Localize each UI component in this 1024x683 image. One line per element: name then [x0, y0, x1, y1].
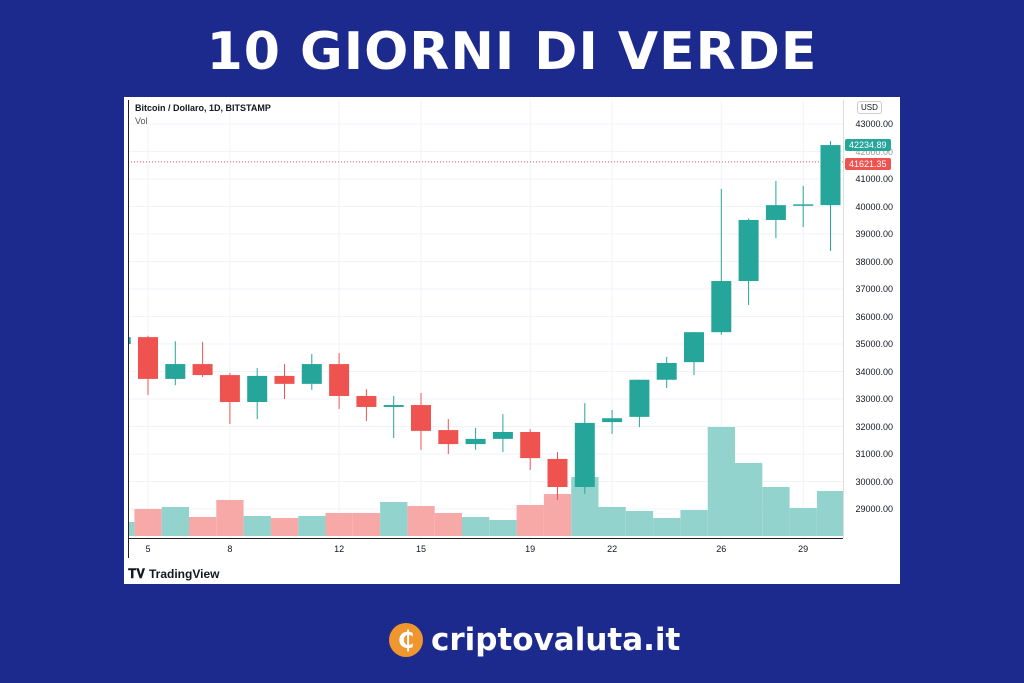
price-tick-label: 37000.00: [855, 284, 893, 294]
brand-logo: ₵ criptovaluta.it: [389, 622, 680, 658]
tradingview-label: TradingView: [149, 567, 220, 581]
brand-name: criptovaluta.it: [431, 622, 681, 658]
candle-body: [356, 395, 377, 407]
candle-body: [219, 375, 240, 403]
volume-bar: [161, 507, 189, 536]
candle-body: [492, 432, 513, 439]
volume-bar: [407, 506, 435, 536]
volume-bar: [680, 510, 708, 536]
candle-body: [574, 422, 595, 487]
candle-body: [138, 337, 158, 379]
symbol-title[interactable]: Bitcoin / Dollaro, 1D, BITSTAMP: [135, 103, 271, 113]
candle-body: [820, 145, 841, 206]
volume-bar: [516, 505, 544, 536]
page-title: 10 GIORNI DI VERDE: [206, 22, 818, 82]
price-line-tag: 41621.35: [845, 157, 891, 170]
candle-body: [629, 379, 650, 417]
volume-bar: [816, 491, 843, 536]
candle-body: [765, 205, 786, 220]
price-tick-label: 42000.00: [855, 146, 893, 157]
candle-body: [274, 375, 295, 384]
date-tick-label: 15: [415, 544, 427, 554]
candle-body: [738, 219, 759, 282]
volume-label[interactable]: Vol: [135, 116, 148, 126]
bitcoin-coin-icon: ₵: [389, 623, 423, 657]
volume-bar: [434, 513, 462, 536]
candle-body: [465, 438, 486, 445]
volume-bar: [325, 513, 353, 536]
volume-bar: [625, 511, 654, 536]
price-tick-label: 35000.00: [855, 339, 893, 349]
candle-body: [329, 364, 350, 396]
candle-body: [192, 364, 213, 376]
volume-bar: [653, 518, 681, 536]
candlestick-chart[interactable]: [128, 100, 843, 538]
volume-bar: [380, 502, 408, 536]
volume-bar: [270, 518, 299, 536]
date-tick-label: 29: [798, 544, 809, 554]
candle-body: [684, 332, 704, 363]
time-axis[interactable]: 5 8 12 15 19 22 26 29: [128, 538, 843, 559]
date-tick-label: 22: [607, 544, 618, 554]
candle-body: [165, 364, 186, 379]
date-tick-label: 5: [145, 544, 151, 554]
date-tick-label: 26: [716, 544, 727, 554]
volume-bar: [243, 516, 271, 536]
price-axis[interactable]: 29000.00 30000.00 31000.00 32000.00 33000.00…: [843, 100, 901, 538]
currency-button[interactable]: USD: [857, 101, 882, 114]
volume-bar: [352, 513, 381, 536]
price-tick-label: 39000.00: [855, 229, 893, 239]
volume-bar: [707, 427, 735, 536]
candle-body: [520, 432, 541, 459]
price-tick-label: 40000.00: [855, 201, 893, 212]
last-price-tag: 42234.89: [845, 139, 891, 152]
tradingview-logo[interactable]: 𝐓𝐕 TradingView: [128, 566, 219, 582]
price-tick-label: 32000.00: [855, 421, 893, 432]
date-tick-label: 8: [227, 544, 233, 554]
chart-legend: Bitcoin / Dollaro, 1D, BITSTAMP Vol: [135, 103, 271, 126]
candle-body: [793, 204, 814, 206]
tradingview-icon: 𝐓𝐕: [128, 566, 145, 581]
candle-body: [711, 281, 732, 333]
price-tick-label: 34000.00: [855, 366, 893, 377]
volume-bar: [216, 500, 244, 536]
candle-body: [383, 405, 404, 407]
price-tick-label: 33000.00: [855, 394, 893, 404]
date-tick-label: 19: [525, 544, 536, 554]
price-tick-label: 29000.00: [855, 504, 893, 514]
candle-body: [438, 430, 459, 445]
volume-bar: [298, 516, 326, 536]
price-tick-label: 38000.00: [855, 256, 893, 267]
price-tick-label: 31000.00: [855, 449, 893, 459]
volume-bar: [735, 463, 763, 536]
price-tick-label: 43000.00: [855, 119, 893, 129]
volume-bar: [598, 507, 626, 536]
candle-body: [301, 364, 322, 384]
candle-body: [128, 337, 131, 344]
volume-bar: [489, 520, 517, 536]
candle-body: [602, 418, 623, 423]
candle-body: [656, 362, 677, 380]
date-tick-label: 12: [334, 544, 345, 554]
volume-bar: [462, 517, 490, 536]
candle-body: [247, 375, 268, 403]
price-tick-label: 36000.00: [855, 311, 893, 322]
volume-bar: [762, 487, 790, 536]
price-tick-label: 30000.00: [855, 476, 893, 487]
candle-body: [547, 458, 568, 487]
chart-left-border: [128, 100, 129, 558]
volume-bar: [543, 494, 572, 536]
volume-bar: [189, 517, 217, 536]
price-tick-label: 41000.00: [855, 174, 893, 184]
volume-bar: [789, 508, 817, 536]
volume-bar: [128, 522, 135, 536]
volume-bar: [134, 509, 162, 536]
candle-body: [411, 405, 431, 431]
